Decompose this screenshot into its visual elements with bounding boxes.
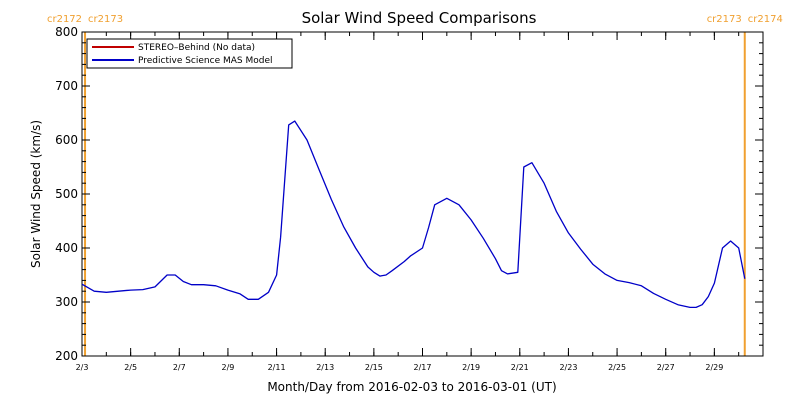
series-line-1: [81, 120, 746, 309]
x-tick-label: 2/29: [705, 363, 723, 372]
x-tick-label: 2/7: [173, 363, 186, 372]
x-tick-label: 2/23: [559, 363, 577, 372]
x-tick-label: 2/5: [124, 363, 137, 372]
carrington-label-after: cr2174: [748, 14, 783, 25]
y-tick-label: 300: [55, 295, 78, 309]
carrington-label-before: cr2172: [47, 14, 82, 25]
x-axis-title: Month/Day from 2016-02-03 to 2016-03-01 …: [267, 380, 556, 394]
y-axis: 200 300 400 500 600 700 800: [55, 25, 763, 363]
x-axis: 2/3 2/5 2/7 2/9 2/11 2/13 2/15 2/17 2/19 2/21 2/23…: [76, 32, 764, 372]
x-tick-label: 2/9: [221, 363, 234, 372]
x-tick-label: 2/11: [268, 363, 286, 372]
legend-label-mas: Predictive Science MAS Model: [138, 56, 273, 66]
y-tick-label: 600: [55, 133, 78, 147]
y-tick-label: 800: [55, 25, 78, 39]
x-tick-label: 2/27: [657, 363, 675, 372]
x-tick-label: 2/19: [462, 363, 480, 372]
y-tick-label: 500: [55, 187, 78, 201]
plot-frame: [81, 31, 764, 357]
legend-box: [86, 38, 293, 69]
carrington-label-before: cr2173: [707, 14, 742, 25]
x-tick-label: 2/17: [414, 363, 432, 372]
y-tick-label: 200: [55, 349, 78, 363]
x-tick-label: 2/21: [511, 363, 529, 372]
y-axis-title: Solar Wind Speed (km/s): [29, 120, 43, 268]
series-layer: [81, 120, 746, 309]
y-tick-label: 400: [55, 241, 78, 255]
carrington-label-after: cr2173: [88, 14, 123, 25]
chart-title: Solar Wind Speed Comparisons: [302, 9, 537, 27]
x-tick-label: 2/3: [76, 363, 89, 372]
x-tick-label: 2/25: [608, 363, 626, 372]
x-tick-label: 2/15: [365, 363, 383, 372]
legend-label-stereo: STEREO–Behind (No data): [138, 43, 255, 53]
y-tick-label: 700: [55, 79, 78, 93]
x-tick-label: 2/13: [316, 363, 334, 372]
legend: STEREO–Behind (No data) Predictive Scien…: [86, 38, 293, 69]
